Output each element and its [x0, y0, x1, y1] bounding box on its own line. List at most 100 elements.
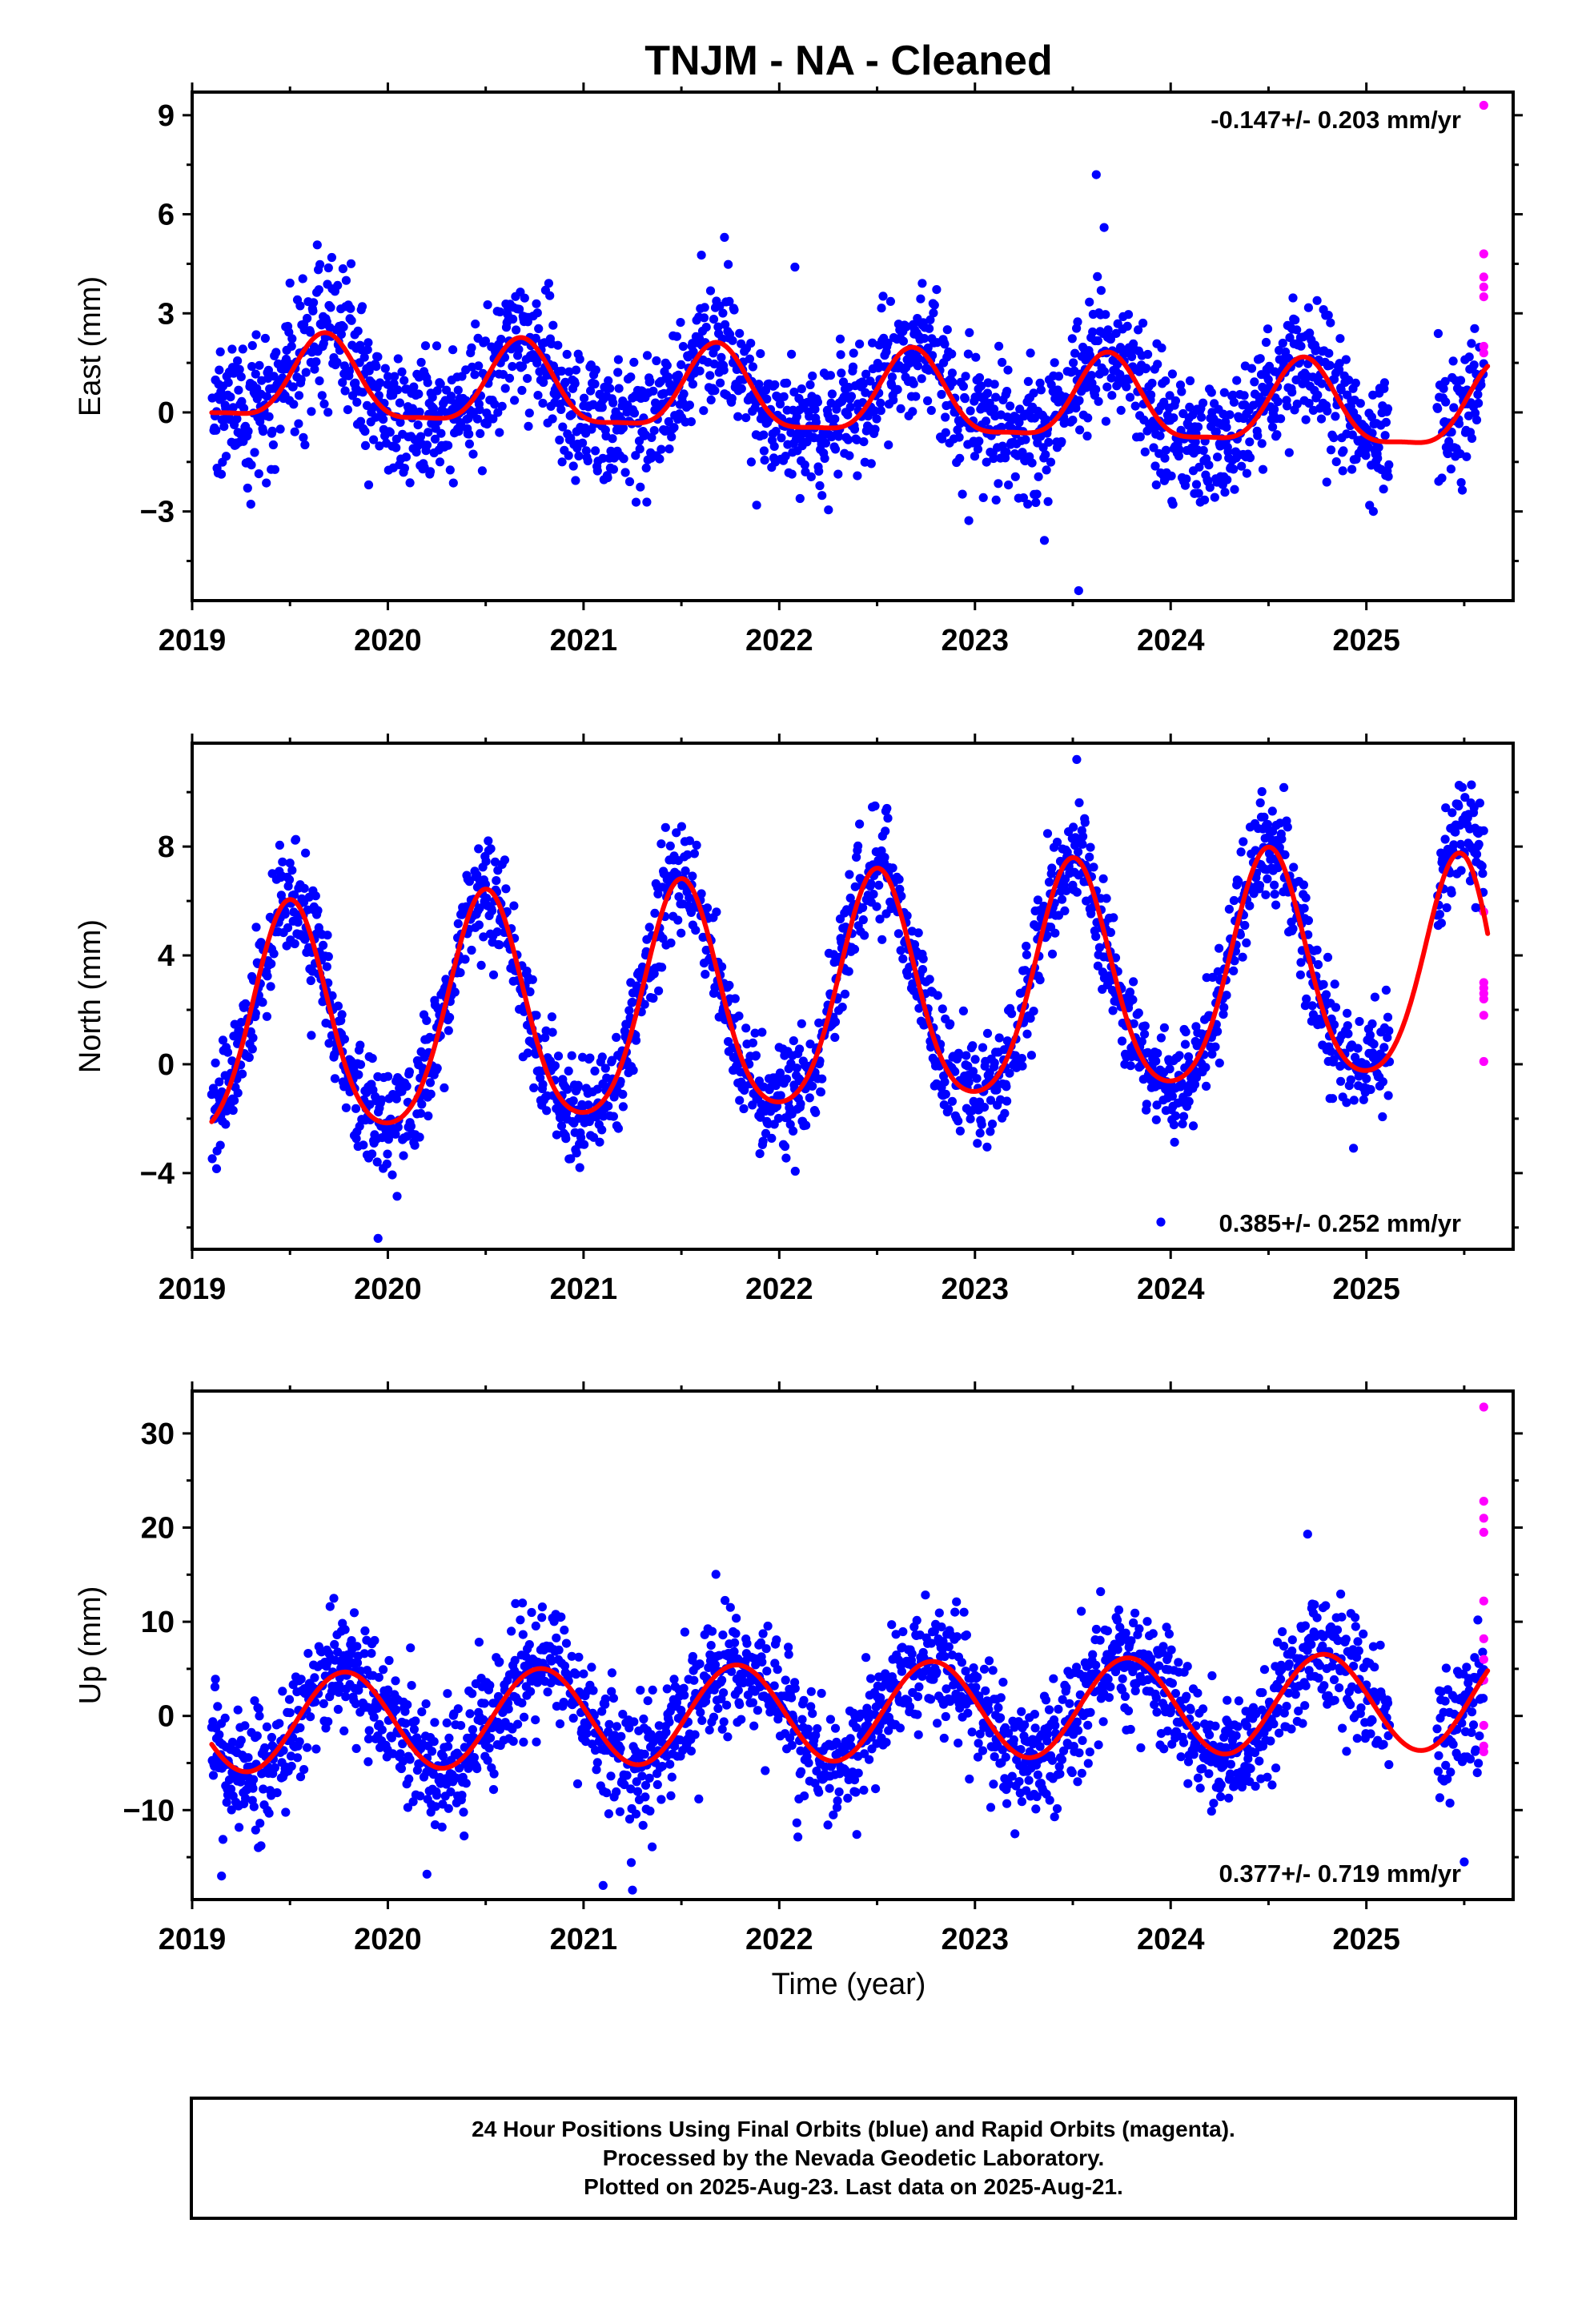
final-orbit-point [705, 371, 715, 380]
final-orbit-point [280, 910, 290, 919]
final-orbit-point [410, 1140, 420, 1150]
final-orbit-point [1236, 847, 1246, 857]
rapid-orbit-point [1479, 272, 1488, 282]
final-orbit-point [1093, 961, 1102, 971]
final-orbit-point [853, 841, 863, 850]
final-orbit-point [571, 365, 581, 375]
final-orbit-point [404, 1774, 414, 1783]
final-orbit-point [997, 422, 1006, 432]
final-orbit-point [624, 1723, 634, 1733]
final-orbit-point [728, 336, 737, 345]
final-orbit-point [815, 480, 825, 491]
final-orbit-point [572, 1779, 583, 1789]
final-orbit-point [701, 970, 710, 979]
final-orbit-point [337, 1010, 347, 1019]
final-orbit-point [676, 318, 685, 328]
final-orbit-point [1099, 367, 1109, 376]
final-orbit-point [233, 1705, 243, 1715]
final-orbit-point [1157, 343, 1166, 353]
final-orbit-point [1086, 371, 1096, 380]
final-orbit-point [786, 428, 796, 437]
final-orbit-point [1208, 972, 1218, 982]
final-orbit-point [628, 997, 637, 1007]
rapid-orbit-point [1479, 100, 1488, 111]
final-orbit-point [1219, 388, 1229, 397]
final-orbit-point [1128, 995, 1138, 1004]
y-axis-label-east: East (mm) [74, 276, 107, 416]
final-orbit-point [1093, 271, 1102, 281]
final-orbit-point [1032, 489, 1042, 499]
final-orbit-point [620, 1779, 629, 1790]
final-orbit-point [439, 1751, 448, 1761]
final-orbit-point [539, 377, 548, 388]
final-orbit-point [338, 378, 347, 388]
final-orbit-point [805, 1093, 814, 1103]
final-orbit-point [347, 316, 356, 325]
final-orbit-point [251, 923, 261, 932]
final-orbit-point [1322, 477, 1331, 487]
final-orbit-point [1245, 452, 1255, 463]
final-orbit-point [1253, 431, 1263, 440]
final-orbit-point [1287, 388, 1297, 397]
final-orbit-point [1305, 328, 1315, 338]
final-orbit-point [991, 392, 1001, 402]
final-orbit-point [509, 901, 519, 911]
final-orbit-point [1229, 464, 1239, 474]
final-orbit-point [760, 456, 769, 465]
final-orbit-point [1003, 365, 1013, 375]
final-orbit-point [1361, 451, 1371, 460]
final-orbit-point [604, 1101, 613, 1111]
final-orbit-point [555, 435, 564, 445]
final-orbit-point [1369, 1039, 1379, 1049]
final-orbit-point [1278, 338, 1287, 348]
final-orbit-point [1267, 806, 1277, 816]
final-orbit-point [965, 328, 974, 337]
final-orbit-point [474, 1638, 484, 1647]
final-orbit-point [1156, 1033, 1166, 1043]
final-orbit-point [947, 1096, 957, 1106]
final-orbit-point [243, 426, 253, 436]
final-orbit-point [620, 468, 630, 477]
final-orbit-point [640, 1749, 649, 1759]
final-orbit-point [554, 1645, 564, 1655]
final-orbit-point [858, 380, 868, 389]
final-orbit-point [488, 414, 498, 424]
final-orbit-point [319, 1699, 328, 1708]
final-orbit-point [567, 1051, 576, 1060]
final-orbit-point [384, 1655, 394, 1666]
final-orbit-point [553, 340, 563, 350]
final-orbit-point [814, 1018, 824, 1027]
final-orbit-point [769, 441, 779, 452]
final-orbit-point [339, 322, 348, 332]
final-orbit-point [1223, 475, 1232, 485]
final-orbit-point [238, 1069, 247, 1079]
final-orbit-point [1359, 1095, 1368, 1104]
final-orbit-point [404, 1067, 414, 1076]
final-orbit-point [631, 451, 640, 460]
final-orbit-point [1292, 399, 1302, 409]
final-orbit-point [958, 1006, 968, 1015]
final-orbit-point [227, 1805, 236, 1815]
final-orbit-point [830, 1017, 841, 1027]
final-orbit-point [215, 1077, 224, 1087]
final-orbit-point [468, 1689, 477, 1699]
final-orbit-point [876, 398, 885, 408]
final-orbit-point [982, 1028, 993, 1038]
final-orbit-point [396, 1763, 406, 1774]
final-orbit-point [612, 1722, 622, 1731]
final-orbit-point [1474, 839, 1484, 849]
final-orbit-point [613, 1124, 624, 1133]
final-orbit-point [360, 1626, 370, 1636]
final-orbit-point [1006, 401, 1015, 411]
final-orbit-point [580, 393, 589, 403]
final-orbit-point [1240, 920, 1250, 931]
final-orbit-point [511, 1598, 520, 1608]
final-orbit-point [275, 1719, 284, 1728]
final-orbit-point [619, 454, 628, 464]
final-orbit-point [1125, 392, 1135, 402]
final-orbit-point [1005, 1068, 1014, 1078]
final-orbit-point [1472, 850, 1482, 859]
final-orbit-point [1362, 1074, 1371, 1084]
final-orbit-point [432, 386, 442, 396]
final-orbit-point [401, 1719, 411, 1728]
